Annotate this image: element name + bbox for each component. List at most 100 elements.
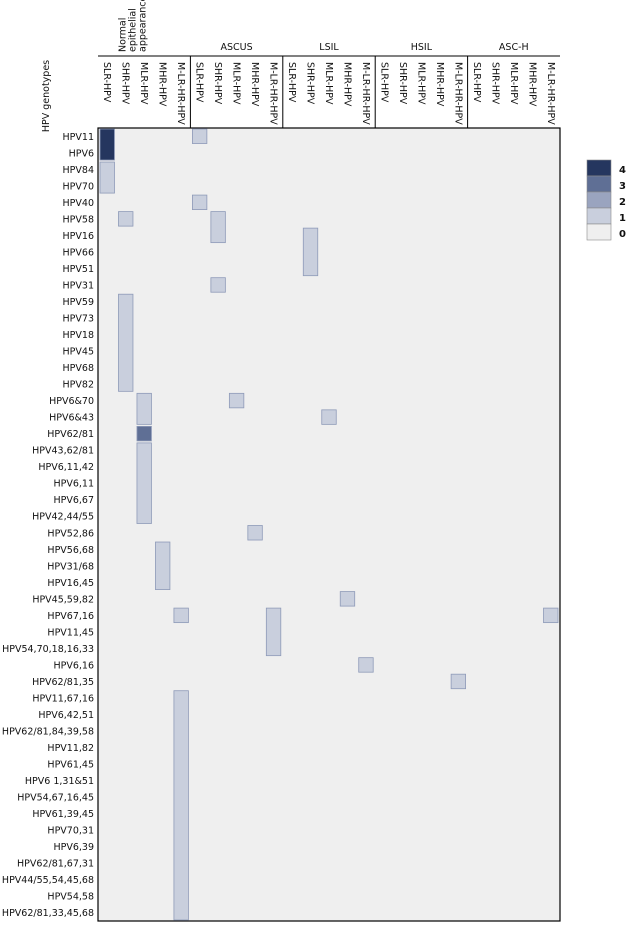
heatmap-cell-ascus-mhr-hpv-hpv52-86	[247, 525, 263, 541]
column-label-normal-epithelial-appearance-mhr-hpv: MHR-HPV	[157, 62, 168, 107]
column-label-normal-epithelial-appearance-mlr-hpv: MLR-HPV	[138, 62, 149, 105]
row-label-hpv62-81: HPV62/81	[47, 429, 94, 440]
column-label-asc-h-slr-hpv: SLR-HPV	[471, 62, 482, 103]
column-label-lsil-shr-hpv: SHR-HPV	[305, 62, 316, 105]
row-label-hpv56-68: HPV56,68	[47, 545, 94, 556]
row-label-hpv84: HPV84	[63, 165, 94, 176]
column-label-hsil-m-lr-hr-hpv: M-LR-HR-HPV	[452, 62, 463, 125]
group-label-normal-epithelial-appearance-line-2: epithelial	[128, 8, 139, 52]
legend-swatch-0	[586, 223, 612, 241]
column-label-asc-h-mlr-hpv: MLR-HPV	[508, 62, 519, 105]
row-label-hpv68: HPV68	[63, 363, 94, 374]
heatmap-cell-lsil-mhr-hpv-hpv45-59-82	[339, 591, 356, 607]
heatmap-cell-ascus-slr-hpv-hpv11	[191, 128, 208, 144]
group-label-normal-epithelial-appearance-line-1: Normal	[118, 18, 129, 52]
row-label-hpv82: HPV82	[63, 380, 94, 391]
column-label-ascus-mhr-hpv: MHR-HPV	[249, 62, 260, 107]
row-label-hpv11-45: HPV11,45	[47, 627, 94, 638]
column-label-hsil-slr-hpv: SLR-HPV	[378, 62, 389, 103]
row-label-hpv6-11-42: HPV6,11,42	[38, 462, 94, 473]
group-label-normal-epithelial-appearance-line-3: appearance	[138, 0, 149, 52]
column-label-normal-epithelial-appearance-slr-hpv: SLR-HPV	[101, 62, 112, 103]
group-label-lsil: LSIL	[319, 42, 339, 53]
row-label-hpv61-39-45: HPV61,39,45	[32, 809, 94, 820]
column-headers: HPV genotypes Normal epithelial appearance A…	[41, 0, 560, 132]
heatmap-cell-normal-epithelial-appearance-mhr-hpv-hpv56-68	[155, 541, 171, 590]
heatmap-cell-normal-epithelial-appearance-shr-hpv-hpv59	[118, 293, 134, 392]
row-labels: HPV11 HPV6 HPV84 HPV70 HPV40 HPV58 HPV16 HPV66 H…	[2, 132, 94, 919]
column-label-lsil-mlr-hpv: MLR-HPV	[323, 62, 334, 105]
row-label-hpv6-16: HPV6,16	[53, 660, 94, 671]
legend-swatch-3	[586, 175, 612, 193]
row-label-hpv58: HPV58	[63, 214, 94, 225]
row-label-hpv54-70-18-16-33: HPV54,70,18,16,33	[2, 644, 94, 655]
legend-label-4: 4	[619, 165, 626, 176]
heatmap-cell-normal-epithelial-appearance-mlr-hpv-hpv62-81	[136, 425, 152, 442]
row-label-hpv54-67-16-45: HPV54,67,16,45	[17, 793, 94, 804]
column-label-hsil-shr-hpv: SHR-HPV	[397, 62, 408, 105]
row-label-hpv62-81-33-45-68: HPV62/81,33,45,68	[2, 908, 94, 919]
column-label-asc-h-m-lr-hr-hpv: M-LR-HR-HPV	[545, 62, 556, 125]
row-label-hpv16-45: HPV16,45	[47, 578, 94, 589]
y-axis-label: HPV genotypes	[41, 60, 52, 132]
group-label-hsil: HSIL	[411, 42, 433, 53]
heatmap-cell-normal-epithelial-appearance-slr-hpv-hpv84	[99, 161, 115, 194]
heatmap-cell-ascus-shr-hpv-hpv58	[210, 211, 226, 244]
row-label-hpv70-31: HPV70,31	[47, 826, 94, 837]
heatmap-cell-normal-epithelial-appearance-mlr-hpv-hpv6-70	[136, 392, 152, 425]
heatmap-cell-normal-epithelial-appearance-shr-hpv-hpv58	[118, 211, 134, 227]
row-label-hpv66: HPV66	[63, 247, 94, 258]
heatmap-cell-hsil-m-lr-hr-hpv-hpv62-81-35	[450, 673, 466, 690]
row-label-hpv54-58: HPV54,58	[47, 892, 94, 903]
row-label-hpv18: HPV18	[63, 330, 94, 341]
heatmap-cells	[99, 128, 559, 921]
row-label-hpv6-11: HPV6,11	[53, 479, 94, 490]
legend-swatch-1	[586, 207, 612, 225]
heatmap-cell-ascus-m-lr-hr-hpv-hpv67-16	[265, 607, 282, 657]
column-label-hsil-mhr-hpv: MHR-HPV	[434, 62, 445, 107]
row-label-hpv45: HPV45	[63, 347, 94, 358]
row-label-hpv62-81-35: HPV62/81,35	[32, 677, 94, 688]
heatmap-cell-lsil-mlr-hpv-hpv6-43	[321, 409, 337, 425]
heatmap-cell-normal-epithelial-appearance-mlr-hpv-hpv43-62-81	[136, 442, 152, 524]
row-label-hpv6-1-31-51: HPV6 1,31&51	[25, 776, 94, 787]
row-label-hpv6-67: HPV6,67	[53, 495, 94, 506]
row-label-hpv52-86: HPV52,86	[47, 528, 94, 539]
row-label-hpv11-82: HPV11,82	[47, 743, 94, 754]
row-label-hpv6-39: HPV6,39	[53, 842, 94, 853]
row-label-hpv59: HPV59	[63, 297, 94, 308]
column-label-normal-epithelial-appearance-shr-hpv: SHR-HPV	[120, 62, 131, 105]
column-label-asc-h-mhr-hpv: MHR-HPV	[526, 62, 537, 107]
heatmap-cell-ascus-mlr-hpv-hpv6-70	[228, 392, 245, 409]
group-label-asc-h: ASC-H	[499, 42, 529, 53]
plot-frame	[97, 127, 561, 922]
row-label-hpv62-81-84-39-58: HPV62/81,84,39,58	[2, 727, 94, 738]
legend-label-3: 3	[619, 181, 626, 192]
column-label-lsil-m-lr-hr-hpv: M-LR-HR-HPV	[360, 62, 371, 125]
group-label-ascus: ASCUS	[221, 42, 253, 53]
row-label-hpv16: HPV16	[63, 231, 94, 242]
row-label-hpv31-68: HPV31/68	[47, 561, 94, 572]
legend-label-1: 1	[619, 213, 626, 224]
legend-swatch-4	[586, 159, 612, 177]
row-label-hpv62-81-67-31: HPV62/81,67,31	[17, 859, 94, 870]
row-label-hpv11: HPV11	[63, 132, 94, 143]
column-label-lsil-slr-hpv: SLR-HPV	[286, 62, 297, 103]
heatmap-cell-asc-h-m-lr-hr-hpv-hpv67-16	[543, 607, 559, 624]
heatmap-cell-normal-epithelial-appearance-m-lr-hr-hpv-hpv11-67-16	[173, 690, 189, 921]
row-label-hpv70: HPV70	[63, 181, 94, 192]
column-label-ascus-shr-hpv: SHR-HPV	[212, 62, 223, 105]
row-label-hpv6-43: HPV6&43	[49, 413, 94, 424]
heatmap-cell-normal-epithelial-appearance-slr-hpv-hpv11	[99, 128, 115, 161]
legend-label-0: 0	[619, 229, 626, 240]
row-label-hpv42-44-55: HPV42,44/55	[32, 512, 94, 523]
row-label-hpv61-45: HPV61,45	[47, 760, 94, 771]
row-label-hpv43-62-81: HPV43,62/81	[32, 446, 94, 457]
row-label-hpv51: HPV51	[63, 264, 94, 275]
column-label-ascus-slr-hpv: SLR-HPV	[194, 62, 205, 103]
heatmap-cell-normal-epithelial-appearance-m-lr-hr-hpv-hpv67-16	[173, 607, 189, 624]
column-label-asc-h-shr-hpv: SHR-HPV	[489, 62, 500, 105]
row-label-hpv40: HPV40	[63, 198, 94, 209]
plot-area	[97, 127, 561, 922]
